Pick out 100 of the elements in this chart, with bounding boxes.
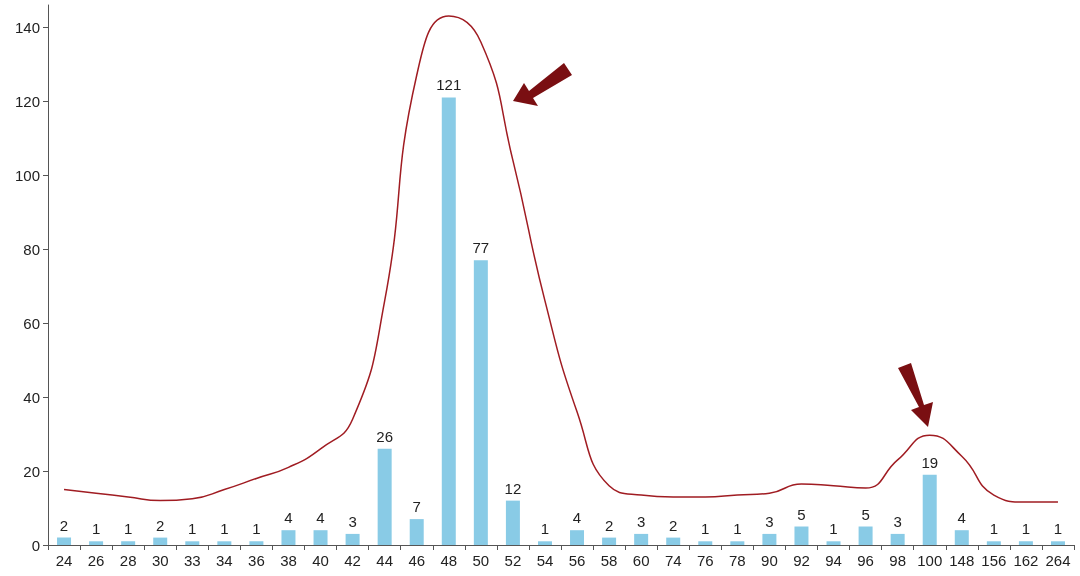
data-label: 3 [636, 512, 646, 530]
x-tick-label: 56 [568, 552, 586, 569]
bar [57, 537, 72, 545]
bar [890, 533, 905, 545]
data-label: 2 [669, 516, 678, 534]
data-label: 12 [504, 479, 522, 497]
x-tick-label: 30 [151, 552, 169, 569]
data-label: 1 [123, 520, 133, 538]
x-tick-label: 98 [889, 552, 906, 569]
data-label: 1 [989, 520, 999, 538]
data-label: 1 [701, 520, 710, 538]
data-label: 1 [1053, 520, 1063, 538]
data-label: 5 [797, 505, 806, 523]
bar [377, 448, 392, 545]
data-label: 1 [1021, 520, 1031, 538]
x-tick-label: 48 [440, 552, 458, 569]
x-tick-label: 148 [949, 552, 975, 569]
bar [794, 526, 809, 545]
data-label: 4 [284, 509, 293, 527]
data-label: 3 [893, 512, 902, 530]
bar [473, 260, 488, 545]
x-tick-label: 28 [119, 552, 137, 569]
x-tick-label: 44 [376, 552, 393, 569]
x-tick-label: 42 [344, 552, 361, 569]
x-tick-label: 92 [793, 552, 810, 569]
x-tick-label: 24 [55, 552, 73, 569]
bar [89, 541, 104, 545]
data-label: 2 [59, 516, 69, 534]
x-tick-label: 74 [664, 552, 682, 569]
x-tick-label: 100 [917, 552, 943, 569]
x-tick-label: 90 [761, 552, 778, 569]
bar [537, 541, 552, 545]
bar [1018, 541, 1033, 545]
x-tick-label: 76 [696, 552, 714, 569]
x-tick-label: 94 [825, 552, 842, 569]
data-label: 1 [733, 520, 742, 538]
data-label: 2 [604, 516, 614, 534]
bar [441, 97, 456, 545]
bar [249, 541, 264, 545]
x-tick-label: 46 [408, 552, 426, 569]
x-tick-label: 156 [981, 552, 1007, 569]
x-tick-label: 78 [729, 552, 746, 569]
bar [185, 541, 200, 545]
y-tick-label: 0 [31, 536, 40, 554]
data-label: 26 [376, 427, 393, 445]
data-label: 4 [957, 509, 966, 527]
bar [858, 526, 873, 545]
x-tick-label: 50 [472, 552, 490, 569]
x-tick-label: 58 [600, 552, 618, 569]
bar [698, 541, 713, 545]
y-tick-label: 60 [23, 314, 40, 332]
bar [505, 500, 520, 545]
bar [634, 533, 649, 545]
bar [762, 533, 777, 545]
data-label: 2 [156, 516, 165, 534]
data-label: 1 [91, 520, 101, 538]
x-tick-label: 52 [504, 552, 522, 569]
data-label: 5 [861, 505, 870, 523]
bar [922, 474, 937, 545]
x-tick-label: 36 [248, 552, 265, 569]
bar [409, 519, 424, 545]
x-tick-label: 34 [216, 552, 233, 569]
data-label: 1 [188, 520, 197, 538]
data-label: 1 [252, 520, 261, 538]
y-tick-label: 140 [14, 18, 40, 36]
data-label: 77 [472, 239, 490, 257]
data-label: 1 [540, 520, 550, 538]
bar [281, 530, 296, 545]
data-label: 1 [829, 520, 838, 538]
x-tick-label: 54 [536, 552, 554, 569]
bar [217, 541, 232, 545]
bar [986, 541, 1001, 545]
line-series [63, 15, 1059, 503]
data-label: 3 [765, 512, 774, 530]
y-tick-label: 40 [23, 388, 40, 406]
bar [570, 530, 585, 545]
x-tick-label: 40 [312, 552, 329, 569]
bar [1050, 541, 1065, 545]
bar [826, 541, 841, 545]
bar [954, 530, 969, 545]
x-tick-label: 33 [183, 552, 201, 569]
y-tick-label: 120 [14, 92, 40, 110]
bar [666, 537, 681, 545]
bar [153, 537, 168, 545]
bar [313, 530, 328, 545]
y-tick-label: 100 [14, 166, 40, 184]
data-label: 7 [412, 498, 421, 516]
data-label: 19 [921, 453, 939, 471]
y-tick-label: 80 [23, 240, 40, 258]
bar [121, 541, 136, 545]
x-tick-label: 38 [280, 552, 297, 569]
x-tick-label: 264 [1045, 552, 1071, 569]
data-label: 4 [572, 509, 582, 527]
x-tick-label: 26 [87, 552, 105, 569]
bar [345, 533, 360, 545]
data-label: 1 [220, 520, 229, 538]
bar [730, 541, 745, 545]
x-tick-label: 60 [632, 552, 650, 569]
x-tick-label: 96 [857, 552, 874, 569]
x-tick-label: 162 [1013, 552, 1039, 569]
